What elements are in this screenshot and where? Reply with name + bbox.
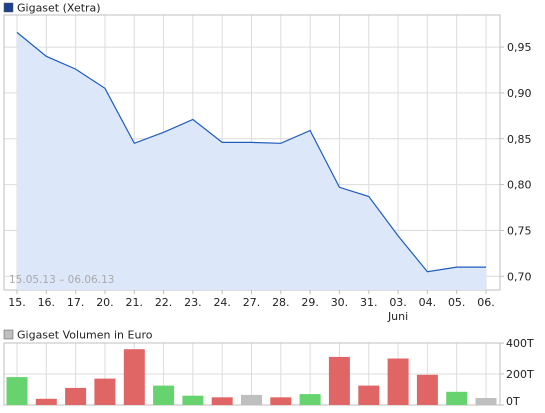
price-x-axis: 15. 16. 17. 20. 21. 22. 23. 24. 27. 28. 29. 30. 31. 0…	[8, 290, 495, 309]
price-x-tick-label: 05.	[448, 296, 466, 309]
price-x-tick-label: 17.	[67, 296, 85, 309]
volume-bar	[65, 387, 87, 405]
month-label: Juni	[387, 310, 408, 323]
legend-swatch-volume	[3, 329, 14, 340]
price-x-tick-label: 06.	[477, 296, 495, 309]
volume-y-tick-label: 200T	[506, 368, 534, 381]
volume-bar	[446, 391, 468, 405]
price-x-tick-label: 29.	[301, 296, 319, 309]
price-y-tick-label: 0,80	[507, 179, 532, 192]
volume-bar	[299, 394, 321, 405]
date-range-label: 15.05.13 – 06.06.13	[9, 274, 114, 286]
price-y-tick-label: 0,75	[507, 224, 532, 237]
price-x-tick-label: 24.	[213, 296, 231, 309]
volume-bar	[328, 356, 350, 405]
price-x-tick-label: 20.	[96, 296, 114, 309]
price-y-tick-label: 0,85	[507, 133, 532, 146]
price-series-line	[16, 31, 486, 273]
price-x-tick-label: 03.	[389, 296, 407, 309]
volume-bar	[241, 394, 262, 405]
price-x-tick-label: 22.	[155, 296, 173, 309]
price-x-tick-label: 21.	[126, 296, 144, 309]
volume-bar	[94, 378, 116, 405]
volume-bar	[182, 395, 204, 405]
price-x-tick-label: 28.	[272, 296, 290, 309]
legend-swatch-price	[3, 2, 14, 13]
volume-bar	[475, 398, 497, 405]
price-x-tick-label: 15.	[8, 296, 26, 309]
volume-bar	[358, 385, 380, 405]
legend-label-price: Gigaset (Xetra)	[17, 2, 101, 15]
volume-y-tick-label: 0T	[506, 395, 520, 408]
price-x-tick-label: 16.	[38, 296, 56, 309]
price-x-tick-label: 04.	[419, 296, 437, 309]
volume-bar	[35, 398, 57, 405]
price-area-fill	[17, 32, 486, 291]
volume-y-axis: 0T 200T 400T	[500, 337, 534, 408]
price-y-tick-label: 0,70	[507, 270, 532, 283]
volume-y-tick-label: 400T	[506, 337, 534, 350]
volume-bar	[123, 349, 145, 405]
volume-bar	[6, 377, 28, 405]
price-y-axis: 0,70 0,75 0,80 0,85 0,90 0,95	[500, 41, 532, 283]
volume-bar	[416, 374, 438, 405]
volume-bar	[211, 397, 233, 406]
legend-label-volume: Gigaset Volumen in Euro	[17, 329, 153, 342]
volume-bar	[270, 397, 292, 406]
price-x-tick-label: 31.	[360, 296, 378, 309]
price-x-tick-label: 30.	[331, 296, 349, 309]
volume-bar	[387, 358, 409, 405]
price-x-tick-label: 23.	[184, 296, 202, 309]
volume-bar	[153, 385, 175, 405]
price-y-tick-label: 0,90	[507, 87, 532, 100]
volume-bars	[6, 349, 497, 406]
price-x-tick-label: 27.	[243, 296, 261, 309]
price-y-tick-label: 0,95	[507, 41, 532, 54]
